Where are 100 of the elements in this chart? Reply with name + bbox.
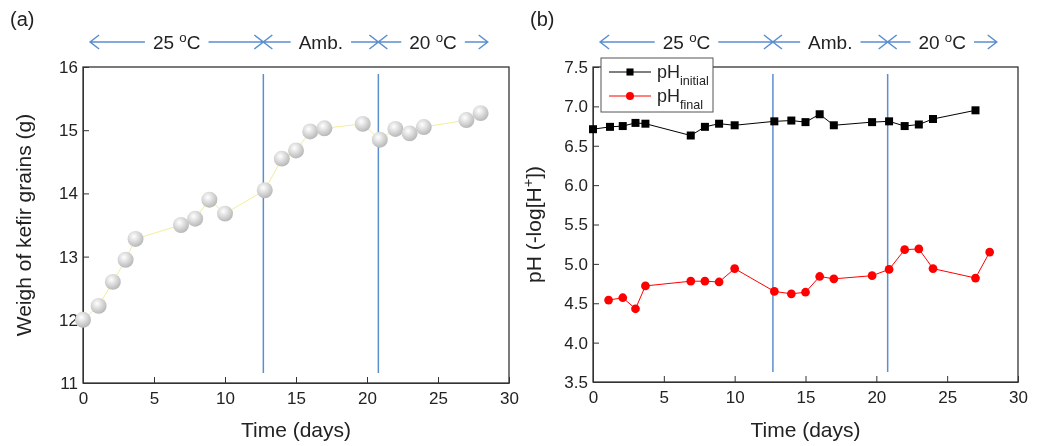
x-tick-label: 15 — [796, 388, 816, 408]
point — [715, 119, 724, 128]
x-axis-title: Time (days) — [240, 418, 352, 441]
point — [371, 131, 388, 148]
point — [90, 297, 107, 314]
y-tick-label: 5.5 — [564, 215, 588, 235]
point — [618, 293, 628, 303]
point — [631, 118, 640, 127]
legend-label: pH$_{final}$ — [657, 86, 704, 112]
point — [641, 119, 650, 128]
point — [302, 123, 319, 140]
y-tick-label: 4.5 — [564, 294, 588, 314]
point — [401, 125, 418, 142]
point — [769, 287, 779, 296]
point — [928, 264, 938, 273]
y-tick-label: 7.5 — [564, 57, 588, 77]
x-tick-label: 0 — [588, 388, 599, 408]
point — [104, 273, 121, 290]
x-tick-label: 10 — [216, 389, 235, 409]
point — [971, 273, 980, 283]
point — [117, 251, 134, 268]
point — [914, 120, 923, 129]
y-tick-label: 11 — [60, 373, 78, 393]
y-axis-title: Weigh of kefir grains (g) — [12, 113, 35, 337]
y-tick-label: 14 — [59, 184, 78, 204]
point — [458, 112, 475, 129]
y-tick-label: 16 — [59, 57, 78, 77]
x-tick-label: 5 — [659, 388, 670, 408]
point — [686, 276, 696, 286]
point — [700, 276, 710, 286]
chart-title: (b) — [530, 8, 555, 30]
x-tick-label: 15 — [287, 389, 306, 409]
point — [686, 131, 695, 140]
point — [815, 272, 825, 281]
y-tick-label: 7.0 — [564, 97, 588, 117]
point — [354, 115, 371, 132]
point — [900, 245, 910, 255]
point — [815, 110, 824, 119]
point — [900, 122, 909, 131]
point — [867, 271, 877, 281]
point — [288, 142, 304, 159]
x-tick-label: 10 — [725, 388, 745, 408]
x-tick-label: 25 — [429, 389, 448, 409]
text: 20 $^{o}$C — [409, 29, 457, 53]
point — [929, 114, 937, 123]
x-tick-label: 20 — [867, 388, 887, 408]
point — [606, 122, 614, 131]
point — [631, 304, 640, 314]
point — [641, 281, 650, 291]
y-tick-label: 3.5 — [564, 372, 588, 392]
point — [714, 277, 724, 287]
point — [700, 122, 709, 131]
point — [173, 217, 189, 233]
y-tick-label: 15 — [59, 121, 78, 141]
point — [387, 120, 404, 137]
text: 25 $^{o}$C — [152, 29, 201, 53]
point — [618, 122, 627, 131]
y-tick-label: 6.0 — [564, 176, 588, 196]
y-tick-label: 5.0 — [564, 254, 588, 274]
point — [316, 120, 333, 137]
point — [829, 121, 838, 130]
point — [829, 274, 839, 284]
y-tick-label: 13 — [59, 247, 78, 267]
point — [985, 247, 995, 257]
point — [787, 116, 796, 125]
point — [127, 230, 144, 247]
x-axis-title: Time (days) — [750, 418, 861, 441]
x-tick-label: 5 — [149, 389, 160, 409]
x-tick-label: 30 — [500, 389, 519, 409]
point — [187, 210, 204, 227]
y-tick-label: 6.5 — [564, 136, 588, 156]
point — [884, 265, 894, 274]
x-tick-label: 30 — [1009, 388, 1028, 408]
x-tick-label: 20 — [358, 389, 377, 409]
point — [770, 117, 779, 126]
point — [415, 119, 432, 135]
point — [868, 118, 877, 127]
point — [75, 311, 91, 328]
point — [786, 289, 796, 299]
point — [589, 125, 597, 134]
point — [730, 264, 740, 273]
point — [801, 118, 810, 127]
point — [801, 287, 810, 297]
point — [730, 121, 739, 130]
chart-title: (a) — [10, 8, 35, 30]
point — [256, 182, 273, 199]
legend-label: pH$_{initial}$ — [657, 62, 709, 88]
x-tick-label: 25 — [938, 388, 958, 408]
point — [885, 117, 894, 126]
point — [201, 191, 218, 208]
point — [217, 205, 233, 222]
point — [971, 106, 980, 115]
point — [604, 295, 613, 305]
y-tick-label: 4.0 — [564, 333, 588, 353]
y-tick-label: 12 — [59, 310, 78, 330]
text: Amb. — [808, 32, 853, 53]
text: 20 $^{o}$C — [918, 29, 966, 53]
text: 25 $^{o}$C — [662, 29, 711, 53]
point — [914, 244, 924, 254]
text: Amb. — [298, 32, 344, 53]
